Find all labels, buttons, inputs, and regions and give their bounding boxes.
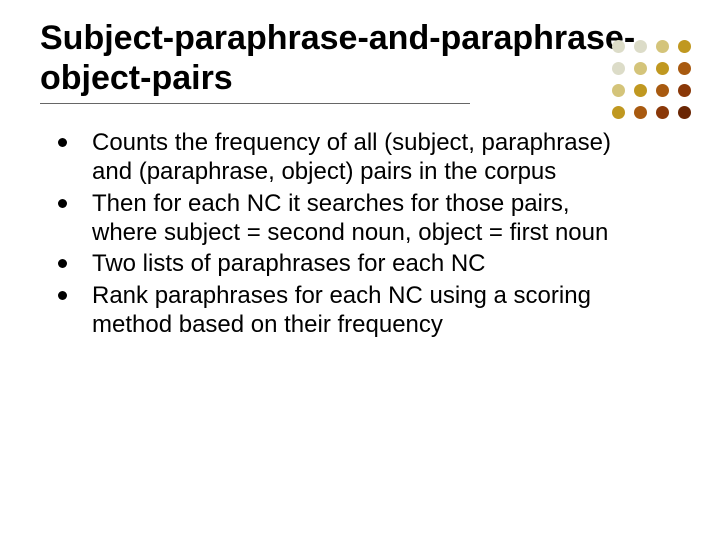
slide: Subject-paraphrase-and-paraphrase-object… — [0, 0, 720, 540]
decoration-dot — [678, 40, 691, 53]
list-item: Two lists of paraphrases for each NC — [58, 249, 640, 278]
title-wrap: Subject-paraphrase-and-paraphrase-object… — [40, 18, 680, 98]
list-item: Rank paraphrases for each NC using a sco… — [58, 281, 640, 340]
decoration-dot-grid — [612, 40, 692, 120]
decoration-dot — [656, 40, 669, 53]
page-title: Subject-paraphrase-and-paraphrase-object… — [40, 18, 680, 98]
decoration-dot — [634, 84, 647, 97]
decoration-dot — [634, 40, 647, 53]
title-underline — [40, 103, 470, 105]
decoration-dot — [656, 106, 669, 119]
decoration-dot — [678, 62, 691, 75]
decoration-dot — [656, 62, 669, 75]
decoration-dot — [656, 84, 669, 97]
decoration-dot — [612, 84, 625, 97]
decoration-dot — [634, 62, 647, 75]
list-item: Counts the frequency of all (subject, pa… — [58, 128, 640, 187]
decoration-dot — [634, 106, 647, 119]
decoration-dot — [678, 84, 691, 97]
list-item: Then for each NC it searches for those p… — [58, 189, 640, 248]
decoration-dot — [612, 40, 625, 53]
decoration-dot — [678, 106, 691, 119]
bullet-list: Counts the frequency of all (subject, pa… — [40, 128, 680, 339]
decoration-dot — [612, 106, 625, 119]
decoration-dot — [612, 62, 625, 75]
